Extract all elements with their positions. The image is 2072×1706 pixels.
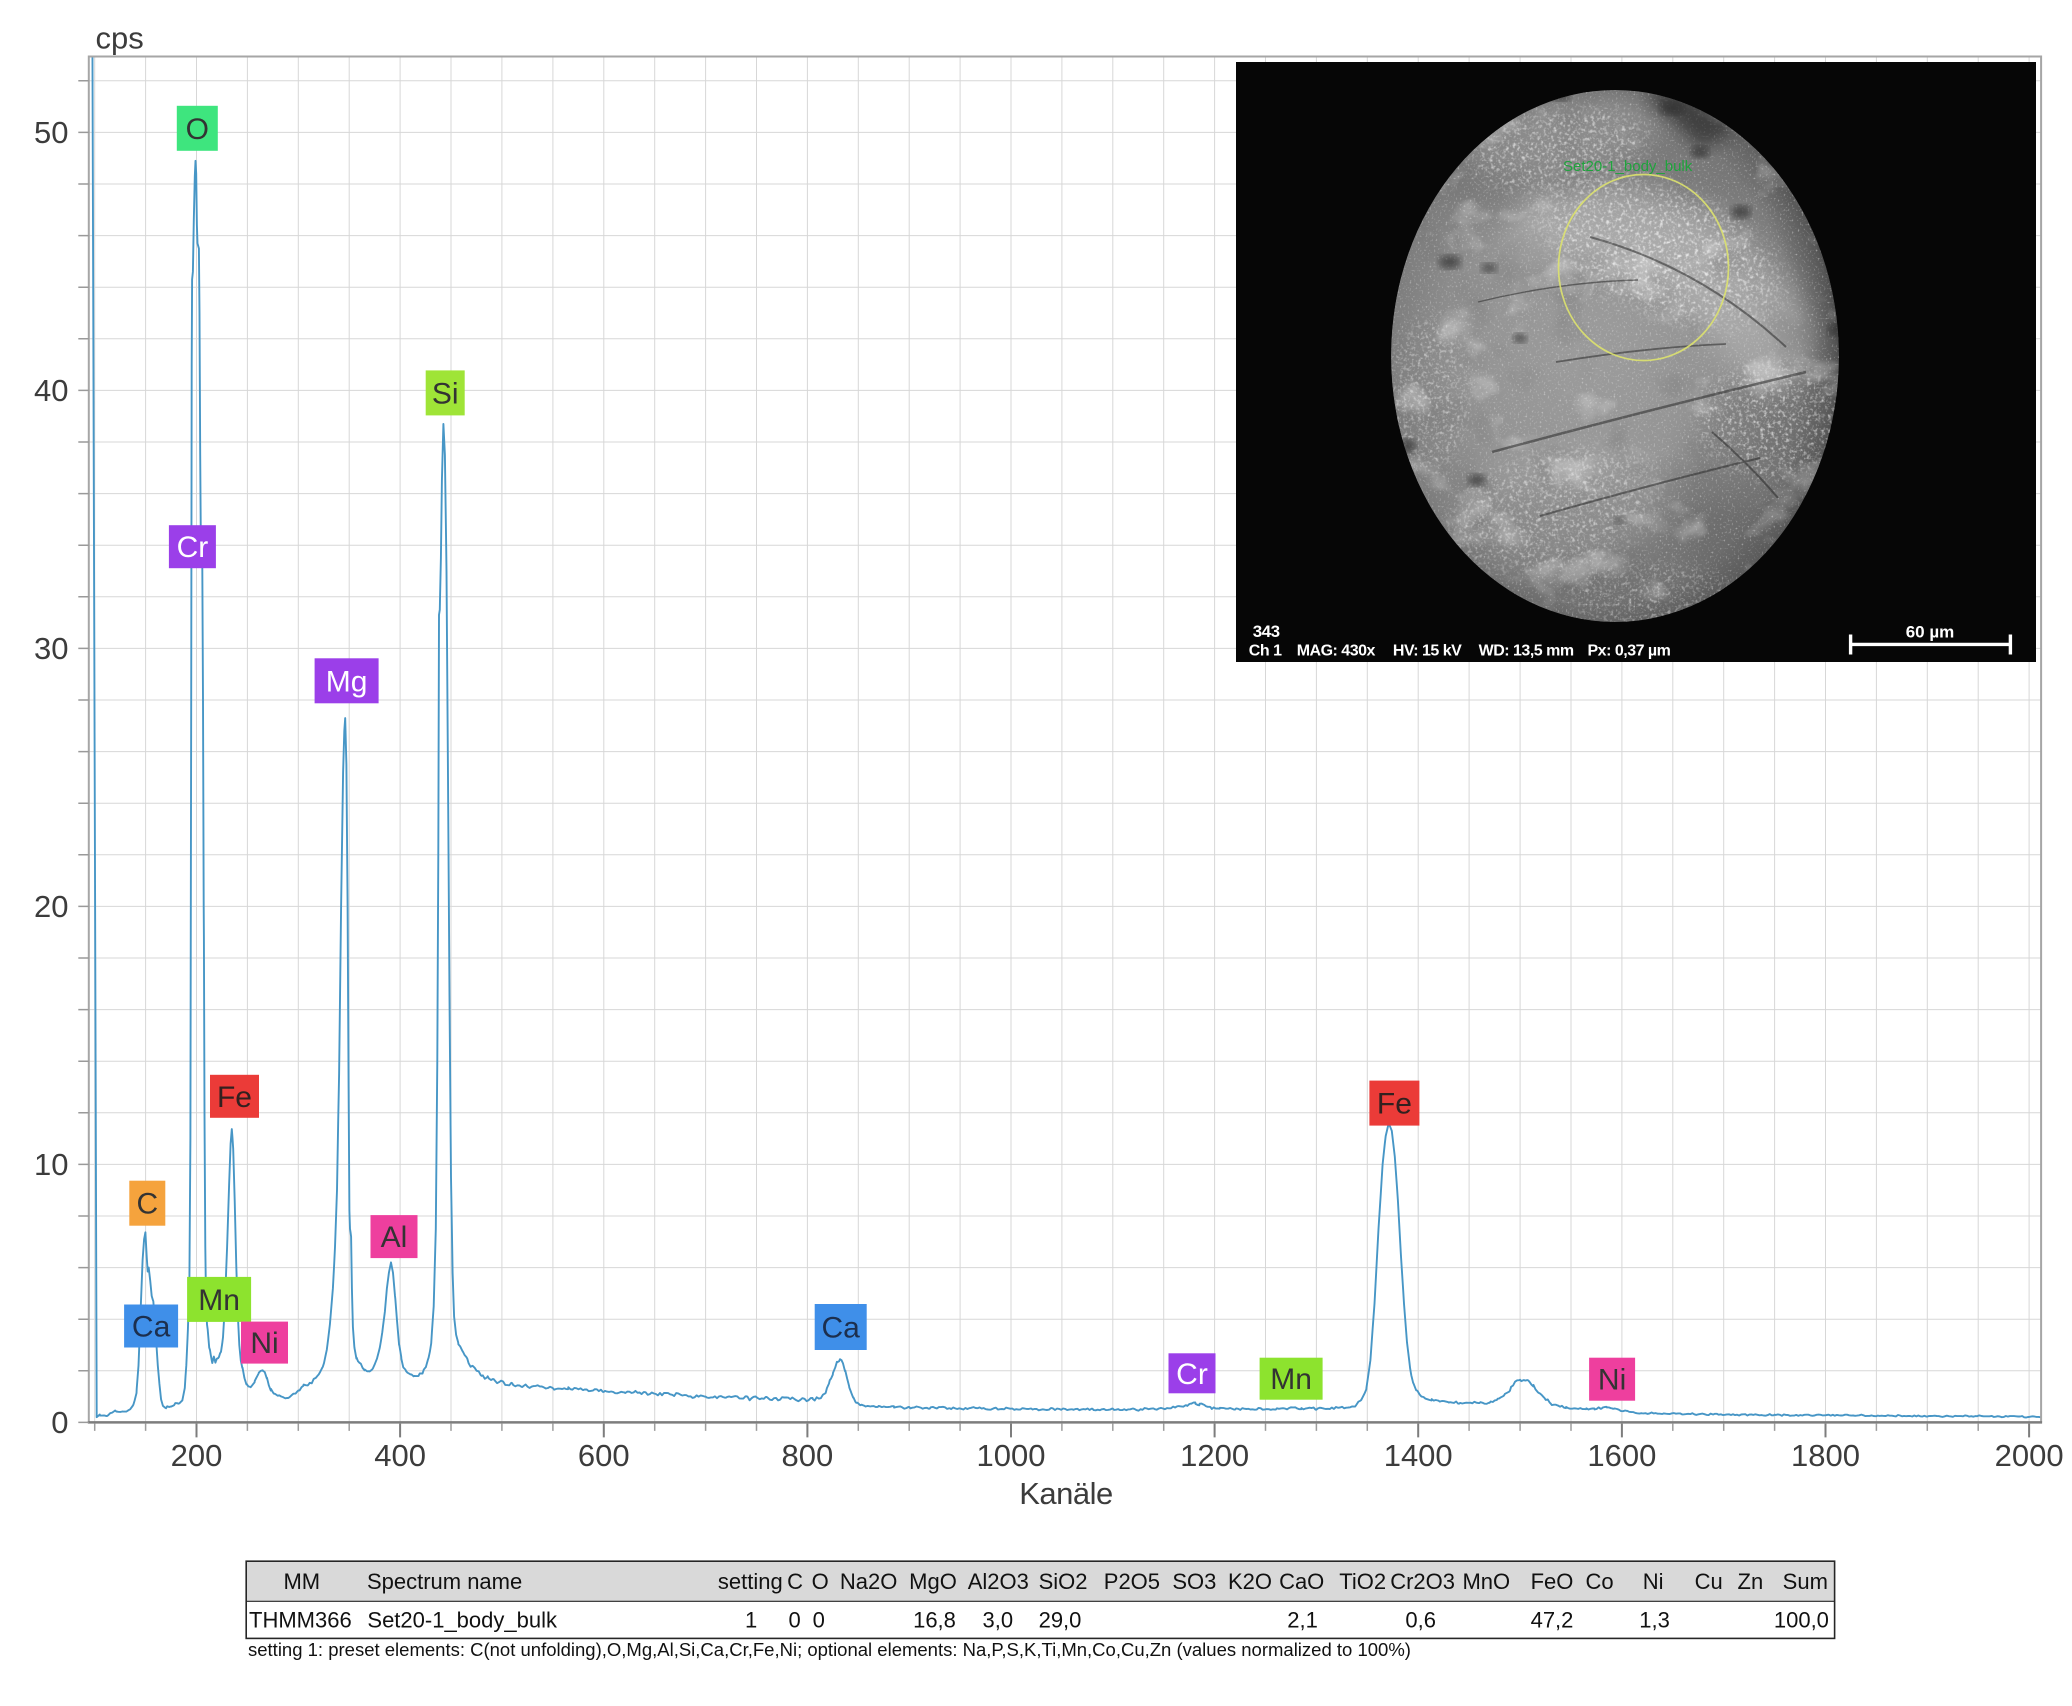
svg-text:0,6: 0,6	[1405, 1608, 1436, 1633]
svg-text:50: 50	[34, 115, 68, 150]
svg-text:Cr2O3: Cr2O3	[1390, 1569, 1455, 1594]
svg-text:1000: 1000	[977, 1438, 1046, 1473]
svg-text:Co: Co	[1586, 1569, 1614, 1594]
svg-text:20: 20	[34, 889, 68, 924]
svg-text:0: 0	[813, 1608, 825, 1633]
svg-text:C: C	[136, 1188, 158, 1221]
svg-text:TiO2: TiO2	[1339, 1569, 1386, 1594]
svg-text:29,0: 29,0	[1039, 1608, 1082, 1633]
svg-text:0: 0	[51, 1405, 68, 1440]
svg-text:Ca: Ca	[822, 1312, 861, 1345]
svg-text:1,3: 1,3	[1639, 1608, 1670, 1633]
svg-text:2,1: 2,1	[1287, 1608, 1318, 1633]
svg-text:800: 800	[782, 1438, 834, 1473]
svg-text:0: 0	[788, 1608, 800, 1633]
svg-text:Mn: Mn	[198, 1284, 240, 1317]
svg-text:Si: Si	[432, 377, 459, 410]
svg-text:Px: 0,37 µm: Px: 0,37 µm	[1588, 643, 1671, 660]
svg-text:Cr: Cr	[1176, 1358, 1208, 1391]
svg-text:Cu: Cu	[1695, 1569, 1723, 1594]
svg-text:CaO: CaO	[1279, 1569, 1324, 1594]
svg-text:343: 343	[1253, 622, 1280, 641]
svg-text:Fe: Fe	[1377, 1088, 1412, 1121]
svg-text:Cr: Cr	[177, 531, 209, 564]
svg-text:1: 1	[745, 1608, 757, 1633]
svg-text:setting: setting	[718, 1569, 783, 1594]
svg-text:Kanäle: Kanäle	[1019, 1476, 1113, 1511]
svg-text:O: O	[186, 113, 209, 146]
svg-text:1200: 1200	[1180, 1438, 1249, 1473]
svg-text:47,2: 47,2	[1531, 1608, 1574, 1633]
svg-text:Set20-1_body_bulk: Set20-1_body_bulk	[367, 1608, 558, 1633]
svg-text:60 µm: 60 µm	[1906, 623, 1955, 642]
svg-text:MAG: 430x: MAG: 430x	[1297, 643, 1376, 660]
svg-text:FeO: FeO	[1531, 1569, 1574, 1594]
svg-text:Spectrum name: Spectrum name	[367, 1569, 522, 1594]
svg-text:SiO2: SiO2	[1039, 1569, 1088, 1594]
svg-text:Na2O: Na2O	[840, 1569, 897, 1594]
svg-text:Zn: Zn	[1738, 1569, 1764, 1594]
svg-text:O: O	[812, 1569, 829, 1594]
svg-text:10: 10	[34, 1147, 68, 1182]
svg-text:Ni: Ni	[1598, 1364, 1626, 1397]
svg-text:600: 600	[578, 1438, 630, 1473]
svg-text:MnO: MnO	[1462, 1569, 1510, 1594]
svg-text:1400: 1400	[1384, 1438, 1453, 1473]
svg-text:P2O5: P2O5	[1104, 1569, 1160, 1594]
svg-text:Ch 1: Ch 1	[1249, 643, 1282, 660]
svg-text:HV: 15 kV: HV: 15 kV	[1393, 643, 1462, 660]
svg-text:K2O: K2O	[1228, 1569, 1272, 1594]
svg-text:Al: Al	[381, 1221, 408, 1254]
svg-text:WD: 13,5 mm: WD: 13,5 mm	[1479, 643, 1574, 660]
svg-text:Sum: Sum	[1783, 1569, 1828, 1594]
svg-text:MgO: MgO	[909, 1569, 957, 1594]
svg-text:400: 400	[374, 1438, 426, 1473]
svg-text:Fe: Fe	[217, 1081, 252, 1114]
svg-text:40: 40	[34, 373, 68, 408]
svg-text:SO3: SO3	[1172, 1569, 1216, 1594]
svg-text:3,0: 3,0	[983, 1608, 1014, 1633]
svg-text:Al2O3: Al2O3	[968, 1569, 1029, 1594]
svg-text:30: 30	[34, 631, 68, 666]
svg-text:Ca: Ca	[132, 1311, 171, 1344]
svg-text:C: C	[787, 1569, 803, 1594]
svg-text:1800: 1800	[1791, 1438, 1860, 1473]
svg-text:Mn: Mn	[1270, 1363, 1312, 1396]
svg-text:Ni: Ni	[1643, 1569, 1664, 1594]
svg-text:1600: 1600	[1587, 1438, 1656, 1473]
svg-text:16,8: 16,8	[913, 1608, 956, 1633]
svg-text:Ni: Ni	[250, 1327, 278, 1360]
svg-text:200: 200	[171, 1438, 223, 1473]
svg-text:setting 1: preset elements: C(: setting 1: preset elements: C(not unfold…	[248, 1639, 1411, 1660]
svg-text:2000: 2000	[1995, 1438, 2064, 1473]
svg-text:cps: cps	[96, 21, 144, 56]
svg-text:100,0: 100,0	[1774, 1608, 1829, 1633]
svg-text:Set20-1_body_bulk: Set20-1_body_bulk	[1563, 158, 1693, 175]
svg-text:MM: MM	[283, 1569, 320, 1594]
svg-text:Mg: Mg	[326, 665, 368, 698]
svg-text:THMM366: THMM366	[249, 1608, 352, 1633]
